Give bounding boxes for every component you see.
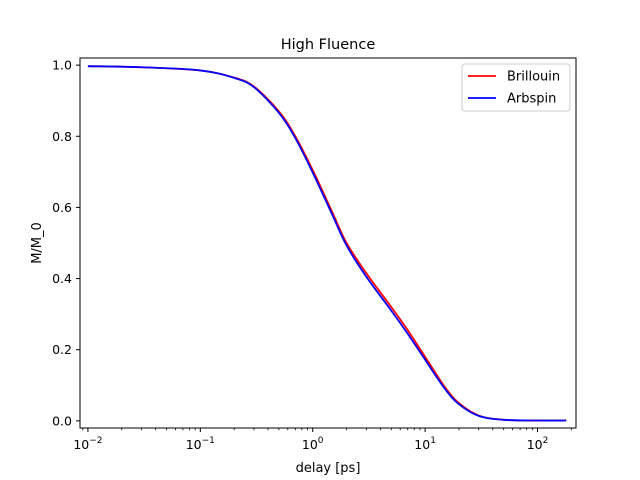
y-tick-label: 1.0 xyxy=(52,58,72,73)
legend-label-brillouin: Brillouin xyxy=(507,70,560,85)
x-tick-label: 10−2 xyxy=(73,436,102,452)
x-tick-label: 10−1 xyxy=(186,436,215,452)
legend-label-arbspin: Arbspin xyxy=(507,92,556,107)
y-tick-label: 0.0 xyxy=(52,413,72,428)
plot-area: 0.0 0.2 0.4 0.6 0.8 1.0 10−2 10−1 100 101 102 xyxy=(52,57,577,452)
x-tick-label: 101 xyxy=(414,436,436,452)
x-tick-label: 100 xyxy=(302,436,324,452)
y-tick-label: 0.8 xyxy=(52,129,72,144)
series-line-arbspin xyxy=(87,65,567,422)
y-axis-label: M/M_0 xyxy=(30,222,45,264)
x-tick-label: 102 xyxy=(527,436,549,452)
y-tick-label: 0.2 xyxy=(52,342,72,357)
legend: Brillouin Arbspin xyxy=(461,63,571,112)
axes-frame xyxy=(79,57,577,429)
chart-title: High Fluence xyxy=(281,37,376,53)
series-line-brillouin xyxy=(87,65,567,422)
y-tick-label: 0.4 xyxy=(52,271,72,286)
y-tick-label: 0.6 xyxy=(52,200,72,215)
x-axis-label: delay [ps] xyxy=(296,461,361,476)
